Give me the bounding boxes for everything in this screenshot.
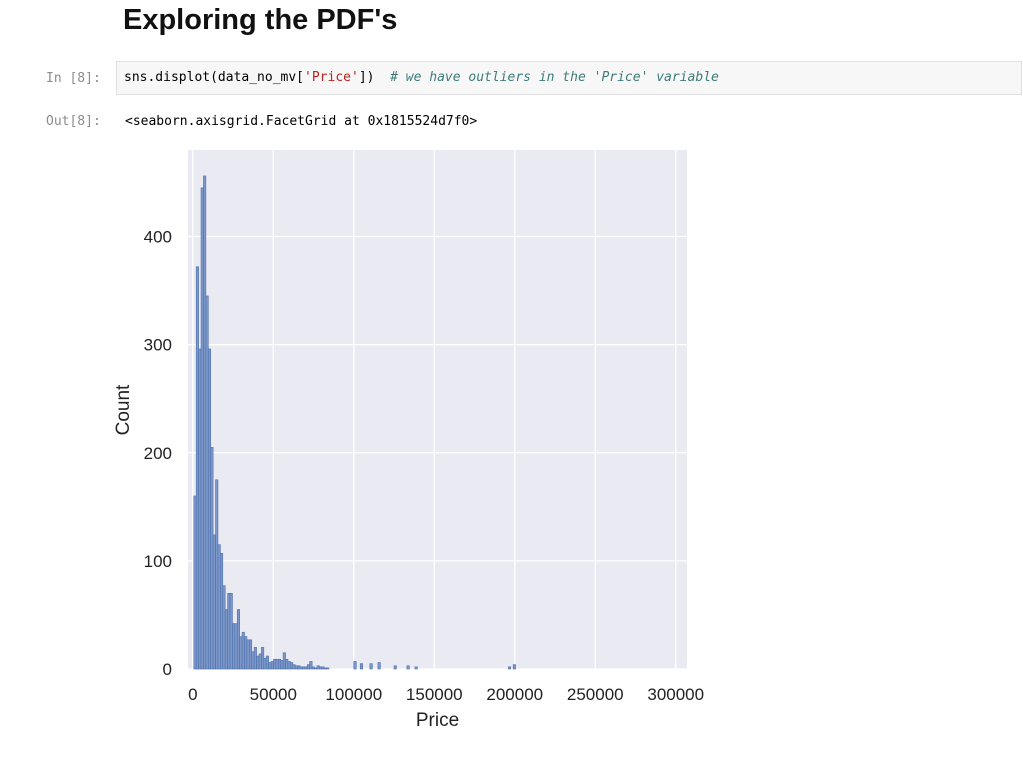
histogram-bar <box>359 663 363 670</box>
histogram-bar <box>278 658 282 670</box>
histogram-bar <box>321 666 325 670</box>
histogram-bar <box>297 665 301 670</box>
histogram-bar <box>275 658 279 670</box>
histogram-bar <box>304 666 308 670</box>
code-comment: # we have outliers in the 'Price' variab… <box>390 70 719 85</box>
histogram-bar <box>287 661 291 670</box>
histogram-bar <box>393 665 397 670</box>
histogram-bar <box>512 664 516 670</box>
histogram-bar <box>314 667 318 670</box>
plot-area <box>188 150 687 669</box>
histogram-bar <box>508 666 512 670</box>
histogram-bar <box>253 647 257 670</box>
histogram-bar <box>299 666 303 670</box>
histogram-bar <box>251 651 255 670</box>
histogram-bar <box>244 636 248 670</box>
cell-out-prompt: Out[8]: <box>46 114 101 129</box>
histogram-bar <box>270 661 274 670</box>
histogram-bar <box>200 187 204 670</box>
histogram-bar <box>210 447 214 670</box>
histogram-bar <box>236 609 240 670</box>
histogram-bar <box>323 667 327 670</box>
histogram-bar <box>377 662 381 670</box>
output-repr: <seaborn.axisgrid.FacetGrid at 0x1815524… <box>125 114 478 129</box>
histogram-bar <box>319 666 323 670</box>
histogram-bar <box>302 666 306 670</box>
histogram-bar <box>217 544 221 670</box>
y-tick-label: 100 <box>144 552 172 571</box>
x-tick-label: 150000 <box>406 685 463 704</box>
histogram-bar <box>285 658 289 670</box>
histogram-bar <box>215 479 219 670</box>
histogram-bar <box>290 662 294 670</box>
histogram-bar <box>311 666 315 670</box>
section-heading: Exploring the PDF's <box>123 4 398 36</box>
histogram-bar <box>227 593 231 670</box>
y-tick-label: 200 <box>144 444 172 463</box>
histogram-bar <box>261 647 265 670</box>
histogram-bar <box>229 593 233 670</box>
histogram-bar <box>326 667 330 670</box>
histogram-bar <box>294 665 298 670</box>
histogram-bar <box>246 639 250 670</box>
histogram-bar <box>232 623 236 670</box>
y-tick-label: 300 <box>144 336 172 355</box>
y-tick-label: 0 <box>163 660 172 679</box>
histogram-bar <box>309 661 313 670</box>
histogram-bar <box>406 665 410 670</box>
histogram-bar <box>234 623 238 670</box>
tick-labels: 0 50000 100000 150000 200000 250000 300000 0 100… <box>144 228 704 705</box>
histogram-bar <box>292 664 296 670</box>
code-cell-input[interactable]: sns.displot(data_no_mv['Price']) # we ha… <box>116 61 1022 95</box>
histogram-bar <box>212 534 216 670</box>
x-tick-label: 300000 <box>647 685 704 704</box>
code-suffix: ]) <box>358 70 391 85</box>
histogram-bar <box>198 348 202 670</box>
histogram-bar <box>369 663 373 670</box>
x-tick-label: 0 <box>188 685 197 704</box>
x-axis-label: Price <box>416 710 459 731</box>
histogram-bar <box>263 657 267 670</box>
histogram-bar <box>220 553 224 670</box>
y-axis-label: Count <box>113 384 134 435</box>
histogram-bar <box>195 266 199 670</box>
histogram-bar <box>222 585 226 670</box>
histogram-bar <box>316 665 320 670</box>
histogram-bar <box>241 631 245 670</box>
histogram-bar <box>268 662 272 670</box>
y-tick-label: 400 <box>144 228 172 247</box>
histogram-bar <box>258 653 262 670</box>
code-line: sns.displot(data_no_mv['Price']) # we ha… <box>124 70 719 85</box>
histogram-bar <box>249 639 253 670</box>
x-tick-label: 250000 <box>567 685 624 704</box>
x-tick-label: 100000 <box>325 685 382 704</box>
histogram-bar <box>205 295 209 670</box>
code-string-literal: 'Price' <box>304 70 359 85</box>
histogram-bar <box>256 655 260 670</box>
x-tick-label: 200000 <box>486 685 543 704</box>
histogram-bars <box>193 175 516 670</box>
histogram-bar <box>239 636 243 670</box>
x-tick-label: 50000 <box>250 685 297 704</box>
histogram-bar <box>203 175 207 670</box>
histogram-bar <box>224 609 228 670</box>
histogram-bar <box>207 348 211 670</box>
code-prefix: sns.displot(data_no_mv[ <box>124 70 305 85</box>
cell-in-prompt: In [8]: <box>46 71 101 86</box>
histogram-bar <box>273 658 277 670</box>
histogram-bar <box>193 495 197 670</box>
histogram-bar <box>414 666 418 670</box>
histogram-bar <box>265 655 269 670</box>
histogram-bar <box>280 660 284 670</box>
histogram-bar <box>282 652 286 670</box>
histogram-bar <box>353 661 357 670</box>
histogram-bar <box>306 664 310 670</box>
